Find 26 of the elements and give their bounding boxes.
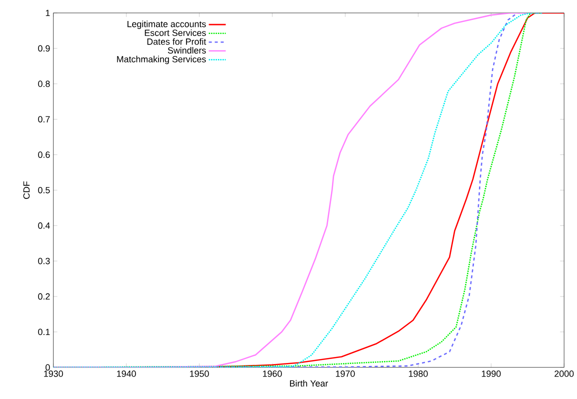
y-tick-label: 0.9 [38, 45, 50, 52]
x-tick-label: 1930 [44, 370, 63, 377]
y-tick-label: 0.8 [38, 80, 50, 87]
y-tick-label: 0.5 [38, 186, 50, 194]
y-tick-label: 1 [46, 10, 50, 16]
y-tick-label: 0.4 [38, 222, 50, 229]
x-tick-label: 1970 [336, 370, 355, 377]
y-axis-title: CDF [23, 181, 30, 199]
legend-label: Matchmaking Services [117, 56, 206, 64]
y-tick-label: 0 [46, 364, 50, 370]
y-tick-label: 0.7 [38, 116, 50, 122]
legend-label: Legitimate accounts [128, 20, 206, 29]
x-tick-label: 1960 [263, 370, 282, 377]
legend-label: Swindlers [168, 46, 206, 54]
x-tick-label: 1990 [482, 370, 501, 377]
x-tick-label: 2000 [554, 370, 574, 377]
legend-label: Dates for Profit [147, 38, 206, 45]
x-tick-label: 1980 [408, 370, 428, 377]
y-tick-label: 0.3 [38, 258, 50, 264]
x-tick-label: 1940 [117, 370, 136, 377]
x-tick-label: 1950 [190, 370, 209, 377]
y-tick-label: 0.2 [38, 293, 50, 300]
x-axis-title: Birth Year [290, 380, 328, 386]
y-tick-label: 0.1 [38, 328, 50, 335]
y-tick-label: 0.6 [38, 151, 50, 158]
legend-label: Escort Services [144, 29, 206, 36]
